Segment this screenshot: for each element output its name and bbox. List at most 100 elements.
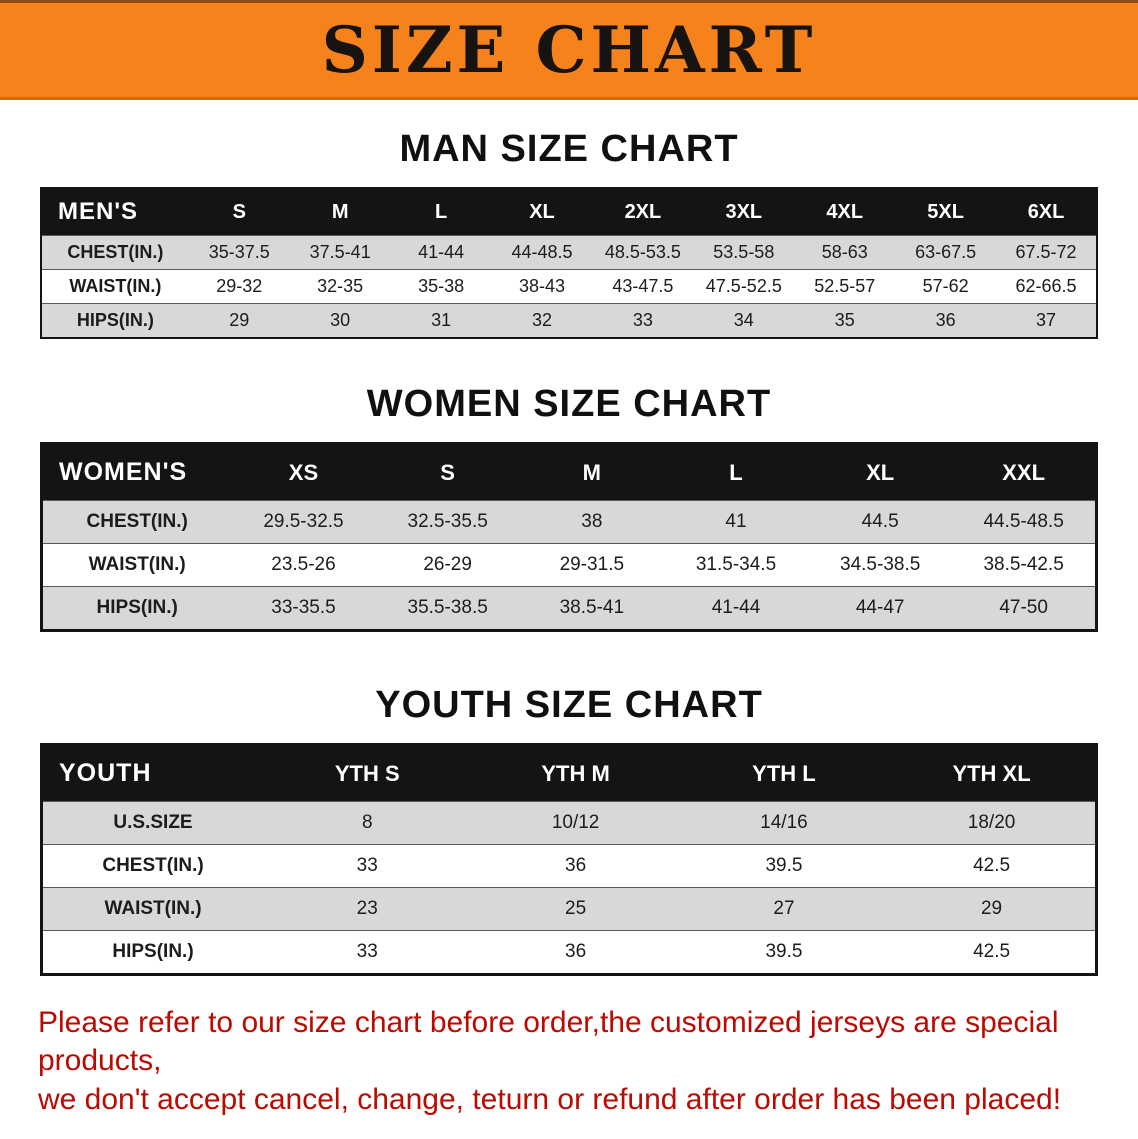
size-header-cell: XL [491,188,593,236]
table-row: HIPS(IN.) 33-35.5 35.5-38.5 38.5-41 41-44 44-… [41,586,1097,631]
value-cell: 36 [471,844,680,888]
value-cell: 27 [679,887,889,931]
value-cell: 38.5-42.5 [952,543,1097,587]
value-cell: 41 [663,500,809,544]
size-header-cell: 6XL [996,188,1097,236]
value-cell: 33 [263,844,472,888]
row-label-cell: WAIST(IN.) [41,269,189,304]
value-cell: 33-35.5 [231,586,376,631]
row-label-cell: U.S.SIZE [41,801,264,845]
value-cell: 32.5-35.5 [375,500,520,544]
value-cell: 52.5-57 [794,269,896,304]
row-label-cell: CHEST(IN.) [41,844,264,888]
row-label-cell: WAIST(IN.) [41,543,232,587]
value-cell: 43-47.5 [592,269,694,304]
size-header-cell: XXL [952,443,1097,501]
size-header-cell: L [390,188,492,236]
value-cell: 57-62 [895,269,997,304]
value-cell: 53.5-58 [693,235,795,270]
size-header-cell: 4XL [794,188,896,236]
table-row: U.S.SIZE 8 10/12 14/16 18/20 [41,801,1097,845]
value-cell: 8 [263,801,472,845]
value-cell: 44-48.5 [491,235,593,270]
value-cell: 33 [592,303,694,338]
page-title: SIZE CHART [321,12,817,88]
value-cell: 34 [693,303,795,338]
row-label-cell: CHEST(IN.) [41,235,189,270]
value-cell: 42.5 [888,844,1097,888]
women-section: WOMEN SIZE CHART WOMEN'S XS S M L XL XXL CHEST(… [0,383,1138,632]
value-cell: 38 [519,500,664,544]
value-cell: 30 [289,303,391,338]
size-header-cell: S [188,188,290,236]
men-section: MAN SIZE CHART MEN'S S M L XL 2XL 3XL 4XL 5XL 6XL… [0,128,1138,339]
row-label-cell: HIPS(IN.) [41,303,189,338]
value-cell: 42.5 [888,930,1097,975]
table-row: HIPS(IN.) 33 36 39.5 42.5 [41,930,1097,975]
value-cell: 25 [471,887,680,931]
row-label-cell: HIPS(IN.) [41,930,264,975]
value-cell: 29.5-32.5 [231,500,376,544]
value-cell: 35-37.5 [188,235,290,270]
size-header-cell: XS [231,443,376,501]
value-cell: 63-67.5 [895,235,997,270]
size-header-cell: M [289,188,391,236]
value-cell: 18/20 [888,801,1097,845]
value-cell: 32 [491,303,593,338]
disclaimer: Please refer to our size chart before or… [38,1004,1100,1119]
value-cell: 36 [895,303,997,338]
youth-size-table: YOUTH YTH S YTH M YTH L YTH XL U.S.SIZE 8 10/12… [40,743,1098,976]
size-header-cell: 5XL [895,188,997,236]
value-cell: 41-44 [390,235,492,270]
value-cell: 33 [263,930,472,975]
table-header-row: WOMEN'S XS S M L XL XXL [41,443,1097,501]
table-row: CHEST(IN.) 29.5-32.5 32.5-35.5 38 41 44.5 44.5… [41,500,1097,544]
value-cell: 26-29 [375,543,520,587]
size-header-cell: 2XL [592,188,694,236]
row-label-cell: HIPS(IN.) [41,586,232,631]
value-cell: 41-44 [663,586,809,631]
size-chart-banner: SIZE CHART [0,0,1138,100]
value-cell: 47-50 [952,586,1097,631]
value-cell: 44-47 [808,586,953,631]
value-cell: 38-43 [491,269,593,304]
women-section-heading: WOMEN SIZE CHART [366,383,772,425]
disclaimer-line-1: Please refer to our size chart before or… [38,1006,1059,1078]
value-cell: 48.5-53.5 [592,235,694,270]
table-title-cell: WOMEN'S [41,443,232,501]
table-row: WAIST(IN.) 23 25 27 29 [41,887,1097,931]
value-cell: 39.5 [679,844,889,888]
value-cell: 62-66.5 [996,269,1097,304]
value-cell: 39.5 [679,930,889,975]
value-cell: 44.5 [808,500,953,544]
men-size-table: MEN'S S M L XL 2XL 3XL 4XL 5XL 6XL CHEST(IN.) 35-37… [40,187,1098,339]
value-cell: 36 [471,930,680,975]
table-header-row: MEN'S S M L XL 2XL 3XL 4XL 5XL 6XL [41,188,1097,236]
value-cell: 29 [188,303,290,338]
value-cell: 35.5-38.5 [375,586,520,631]
size-header-cell: S [375,443,520,501]
value-cell: 35-38 [390,269,492,304]
size-header-cell: YTH M [471,744,680,802]
size-header-cell: YTH S [263,744,472,802]
table-row: HIPS(IN.) 29 30 31 32 33 34 35 36 37 [41,303,1097,338]
men-section-heading: MAN SIZE CHART [399,128,739,170]
table-title-cell: YOUTH [41,744,264,802]
size-header-cell: L [663,443,809,501]
table-row: CHEST(IN.) 33 36 39.5 42.5 [41,844,1097,888]
value-cell: 29 [888,887,1097,931]
women-size-table: WOMEN'S XS S M L XL XXL CHEST(IN.) 29.5-32.5 32.5… [40,442,1098,632]
size-header-cell: M [519,443,664,501]
row-label-cell: CHEST(IN.) [41,500,232,544]
youth-section-heading: YOUTH SIZE CHART [375,684,763,726]
size-header-cell: 3XL [693,188,795,236]
size-header-cell: XL [808,443,953,501]
table-header-row: YOUTH YTH S YTH M YTH L YTH XL [41,744,1097,802]
value-cell: 34.5-38.5 [808,543,953,587]
value-cell: 37.5-41 [289,235,391,270]
value-cell: 35 [794,303,896,338]
row-label-cell: WAIST(IN.) [41,887,264,931]
value-cell: 32-35 [289,269,391,304]
value-cell: 23.5-26 [231,543,376,587]
